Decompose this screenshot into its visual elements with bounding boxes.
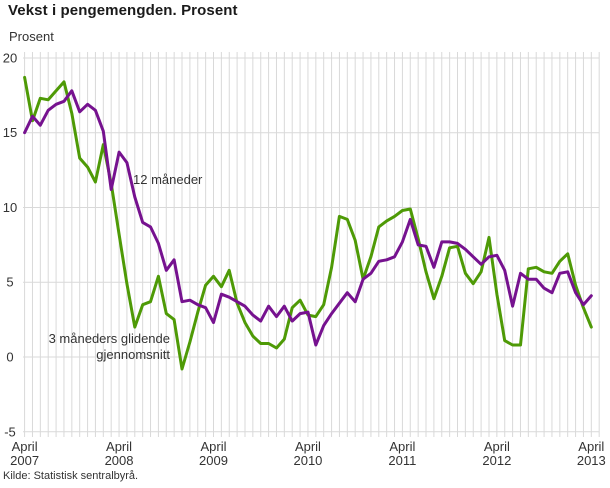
x-tick-label-month: April: [200, 439, 226, 454]
y-tick-label: 20: [3, 50, 17, 65]
y-tick-label: 10: [3, 200, 17, 215]
x-tick-label-year: 2009: [199, 453, 228, 468]
chart-title: Vekst i pengemengden. Prosent: [8, 2, 238, 19]
x-tick-label-year: 2010: [293, 453, 322, 468]
source-note: Kilde: Statistisk sentralbyrå.: [3, 470, 139, 482]
x-tick-label-month: April: [389, 439, 415, 454]
x-tick-label-month: April: [12, 439, 38, 454]
series-label-3m-line2: gjennomsnitt: [96, 347, 170, 362]
x-tick-label-month: April: [578, 439, 604, 454]
x-tick-label-month: April: [295, 439, 321, 454]
x-tick-label-year: 2007: [10, 453, 39, 468]
x-tick-label-year: 2013: [577, 453, 606, 468]
series-line-12-maneder: [23, 89, 593, 347]
x-tick-label-year: 2012: [482, 453, 511, 468]
x-tick-label-month: April: [484, 439, 510, 454]
y-tick-label: 0: [6, 350, 13, 365]
y-tick-label: 5: [6, 275, 13, 290]
series-label-12-maneder: 12 måneder: [133, 172, 203, 187]
series-label-3-maneders-glidende: 3 måneders glidende gjennomsnitt: [20, 331, 170, 363]
x-tick-label-year: 2011: [388, 453, 416, 468]
y-tick-label: -5: [4, 424, 16, 439]
x-tick-label-year: 2008: [105, 453, 134, 468]
y-tick-label: 15: [3, 125, 17, 140]
x-tick-label-month: April: [106, 439, 132, 454]
series-label-3m-line1: 3 måneders glidende: [48, 331, 170, 346]
y-axis-unit-label: Prosent: [9, 29, 54, 44]
